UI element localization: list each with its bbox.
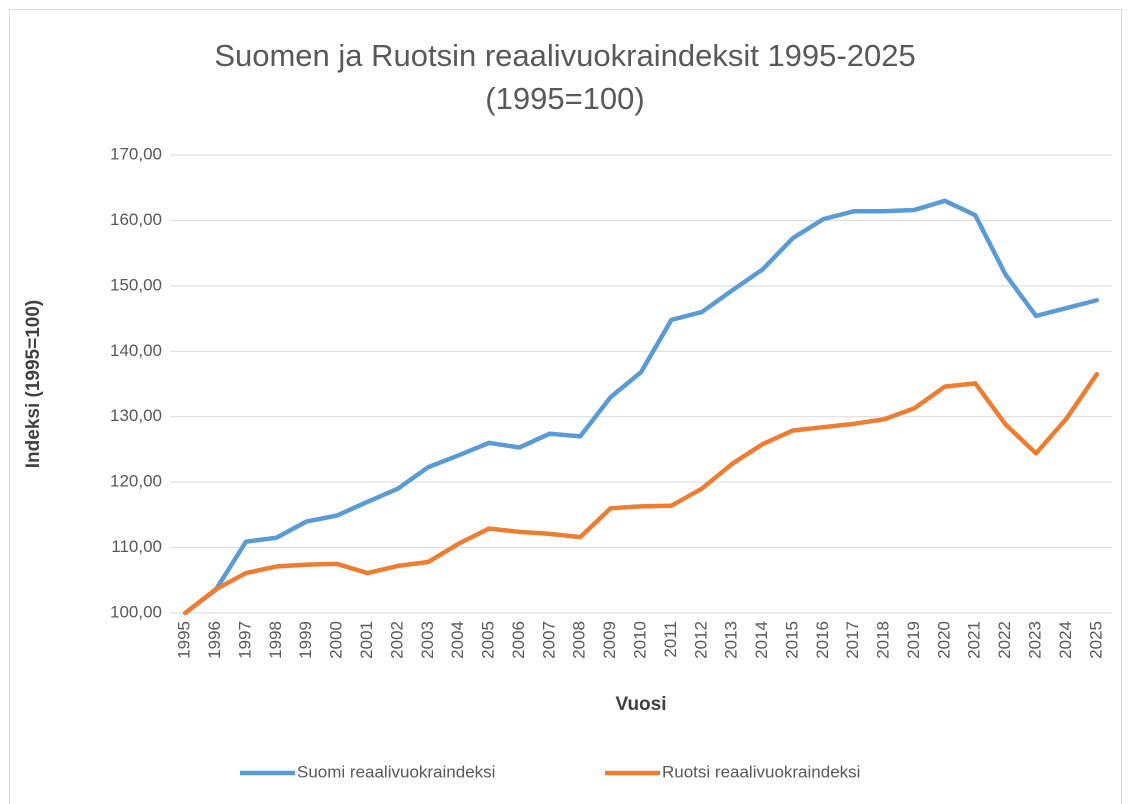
- x-tick-label: 2005: [479, 621, 498, 659]
- y-tick-label: 140,00: [110, 341, 162, 360]
- x-tick-label: 2016: [813, 621, 832, 659]
- x-tick-label: 2001: [357, 621, 376, 659]
- x-tick-label: 2017: [843, 621, 862, 659]
- legend-label: Ruotsi reaalivuokraindeksi: [662, 762, 860, 781]
- chart-subtitle: (1995=100): [485, 81, 644, 116]
- y-tick-label: 100,00: [110, 602, 162, 621]
- x-tick-label: 2000: [327, 621, 346, 659]
- x-tick-label: 2011: [661, 621, 680, 658]
- chart-border: [9, 9, 1122, 804]
- x-tick-label: 1999: [296, 621, 315, 659]
- x-tick-label: 2020: [934, 621, 953, 659]
- legend-label: Suomi reaalivuokraindeksi: [297, 762, 495, 781]
- x-tick-label: 1996: [205, 621, 224, 659]
- x-tick-label: 2014: [752, 621, 771, 659]
- x-tick-label: 2007: [539, 621, 558, 659]
- x-tick-label: 2021: [965, 621, 984, 659]
- series-line: [182, 371, 1100, 616]
- x-tick-label: 2024: [1056, 621, 1075, 659]
- x-tick-label: 1995: [175, 621, 194, 659]
- x-tick-label: 2013: [722, 621, 741, 659]
- x-tick-label: 2006: [509, 621, 528, 659]
- x-tick-label: 2004: [448, 621, 467, 659]
- series-line: [182, 198, 1100, 616]
- x-tick-label: 2022: [995, 621, 1014, 659]
- x-axis-label: Vuosi: [615, 694, 666, 715]
- y-tick-label: 130,00: [110, 406, 162, 425]
- x-tick-label: 1997: [235, 621, 254, 659]
- x-tick-label: 2003: [418, 621, 437, 659]
- x-tick-label: 1998: [266, 621, 285, 659]
- x-tick-label: 2023: [1026, 621, 1045, 659]
- x-tick-label: 2015: [782, 621, 801, 659]
- x-tick-label: 2025: [1086, 621, 1105, 659]
- x-tick-label: 2019: [904, 621, 923, 659]
- y-tick-label: 120,00: [110, 472, 162, 491]
- y-axis-label: Indeksi (1995=100): [23, 300, 44, 468]
- y-tick-label: 150,00: [110, 275, 162, 294]
- x-tick-label: 2010: [630, 621, 649, 659]
- x-tick-label: 2008: [570, 621, 589, 659]
- x-tick-label: 2018: [874, 621, 893, 659]
- chart-title: Suomen ja Ruotsin reaalivuokraindeksit 1…: [214, 38, 915, 73]
- y-tick-label: 170,00: [110, 144, 162, 163]
- y-tick-label: 110,00: [111, 537, 162, 556]
- x-tick-label: 2009: [600, 621, 619, 659]
- y-tick-label: 160,00: [110, 210, 162, 229]
- x-tick-label: 2002: [387, 621, 406, 659]
- x-tick-label: 2012: [691, 621, 710, 659]
